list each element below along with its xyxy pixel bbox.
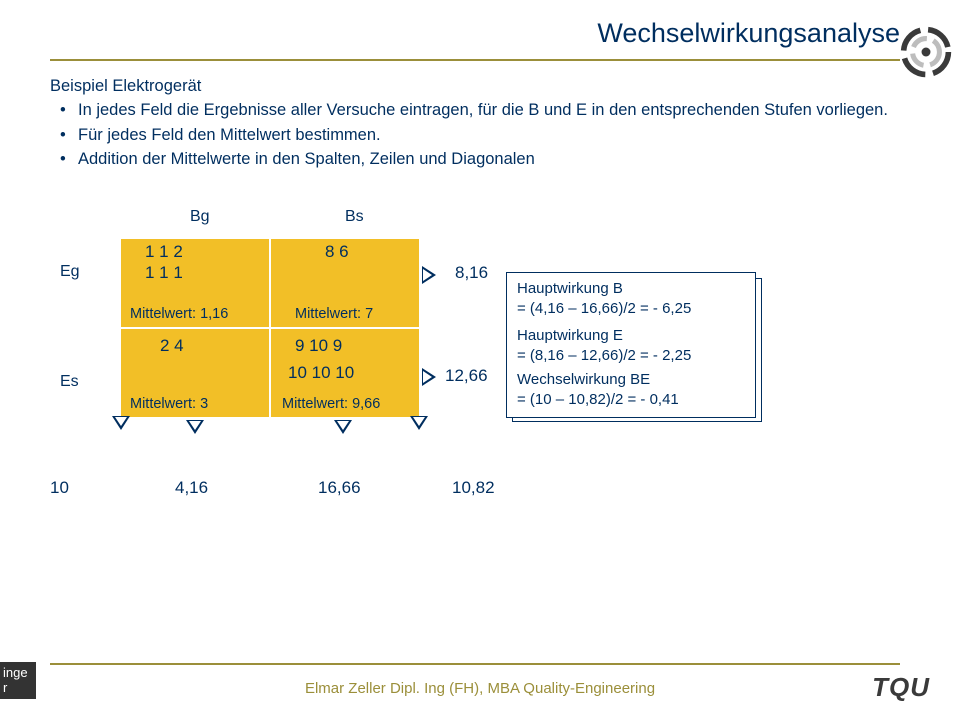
info-l3: Hauptwirkung E (517, 326, 745, 346)
mw-c21: Mittelwert: 3 (130, 396, 208, 412)
footer-text: Elmar Zeller Dipl. Ing (FH), MBA Quality… (0, 680, 960, 697)
vals-c21: 2 4 (160, 336, 184, 356)
rowsum-1: 8,16 (455, 263, 488, 283)
arrow-right-1 (422, 266, 436, 284)
body-text: Beispiel Elektrogerät In jedes Feld die … (50, 75, 900, 170)
vals-c11: 1 1 2 (145, 242, 183, 262)
subtitle: Beispiel Elektrogerät (50, 75, 900, 97)
arrow-down-right (410, 416, 428, 430)
sum-left: 10 (50, 478, 69, 498)
sum-c2: 16,66 (318, 478, 361, 498)
sum-diag: 10,82 (452, 478, 495, 498)
bullet-3: Addition der Mittelwerte in den Spalten,… (60, 148, 900, 170)
label-es: Es (60, 373, 79, 391)
badge-line2: r (3, 680, 7, 695)
label-eg: Eg (60, 263, 80, 281)
logo-icon (898, 24, 954, 80)
slide-title: Wechselwirkungsanalyse (50, 18, 900, 55)
mw-c12: Mittelwert: 7 (295, 306, 373, 322)
info-l6: = (10 – 10,82)/2 = - 0,41 (517, 390, 745, 410)
info-l2: = (4,16 – 16,66)/2 = - 6,25 (517, 299, 745, 319)
info-l1: Hauptwirkung B (517, 279, 745, 299)
arrow-down-left (112, 416, 130, 430)
arrow-down-c2 (334, 420, 352, 434)
bullet-1: In jedes Feld die Ergebnisse aller Versu… (60, 99, 900, 121)
rowsum-2: 12,66 (445, 366, 488, 386)
vals-c22: 9 10 9 (295, 336, 342, 356)
badge-line1: inge (3, 665, 28, 680)
footer-line (50, 663, 900, 665)
logo-tqu: TQU (872, 672, 930, 703)
vals-c12: 8 6 (325, 242, 349, 262)
vals-eg-extra: 1 1 1 (145, 263, 183, 283)
arrow-down-c1 (186, 420, 204, 434)
mw-c22: Mittelwert: 9,66 (282, 396, 380, 412)
infobox: Hauptwirkung B = (4,16 – 16,66)/2 = - 6,… (506, 272, 756, 418)
interaction-table: Bg Bs Eg Es 1 1 2 1 1 1 Mittelwert: 1,16… (50, 208, 900, 548)
bullet-2: Für jedes Feld den Mittelwert bestimmen. (60, 124, 900, 146)
title-underline (50, 59, 900, 61)
sum-c1: 4,16 (175, 478, 208, 498)
arrow-right-2 (422, 368, 436, 386)
label-bs: Bs (345, 208, 364, 226)
info-l5: Wechselwirkung BE (517, 370, 745, 390)
label-bg: Bg (190, 208, 210, 226)
mw-c11: Mittelwert: 1,16 (130, 306, 228, 322)
left-badge: inge r (0, 662, 36, 699)
info-l4: = (8,16 – 12,66)/2 = - 2,25 (517, 346, 745, 366)
vals-c22b: 10 10 10 (288, 363, 354, 383)
